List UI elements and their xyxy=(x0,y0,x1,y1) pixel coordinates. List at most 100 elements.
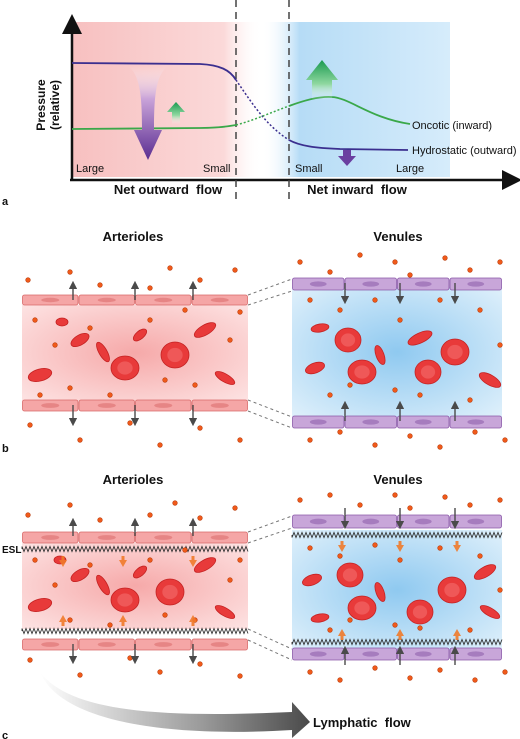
cell-nucleus xyxy=(97,297,116,303)
protein-particle xyxy=(307,545,313,551)
venule-red-blood-cells-c xyxy=(302,562,501,625)
red-blood-cell xyxy=(440,338,470,366)
endothelial-surface-layer xyxy=(21,531,503,646)
arteriole-red-blood-cells-c xyxy=(27,555,236,619)
protein-particle xyxy=(437,297,443,303)
red-blood-cell xyxy=(406,599,434,625)
red-blood-cell xyxy=(110,355,140,381)
arteriole-red-blood-cells xyxy=(27,317,236,385)
arteriole-endothelium-bottom xyxy=(22,399,248,412)
esl-flow-arrow xyxy=(59,615,67,626)
venule-red-blood-cells xyxy=(305,323,502,388)
red-blood-cell xyxy=(70,332,90,348)
size-right-large: Large xyxy=(396,163,424,175)
protein-particle xyxy=(467,502,473,508)
protein-particle xyxy=(372,665,378,671)
y-axis-sublabel: (relative) xyxy=(48,80,62,130)
protein-particle xyxy=(327,392,333,398)
panel-a-graph: Pressure (relative) Large Small Small La… xyxy=(2,0,520,208)
cell-nucleus xyxy=(309,419,327,425)
protein-particle xyxy=(67,502,73,508)
protein-particle xyxy=(197,277,203,283)
protein-particle xyxy=(442,255,448,261)
panel-letter-c: c xyxy=(2,730,8,739)
protein-particle xyxy=(497,497,503,503)
red-blood-cell xyxy=(407,330,433,346)
protein-particle xyxy=(357,252,363,258)
protein-particle xyxy=(297,259,303,265)
size-left-large: Large xyxy=(76,163,104,175)
oncotic-curve-right xyxy=(288,95,411,125)
protein-particle xyxy=(157,669,163,675)
esl-flow-arrow xyxy=(119,556,127,567)
filtration-arrows-c xyxy=(68,508,460,665)
cell-nucleus xyxy=(467,518,485,525)
red-blood-cell xyxy=(310,613,330,623)
protein-particle xyxy=(372,542,378,548)
red-blood-cell xyxy=(55,317,69,327)
protein-particle xyxy=(167,265,173,271)
protein-particle xyxy=(477,553,483,559)
venule-endothelium-bottom-c xyxy=(292,647,502,661)
panel-b-arterioles-title: Arterioles xyxy=(103,229,164,244)
protein-particle xyxy=(337,429,343,435)
protein-particle xyxy=(407,675,413,681)
esl-flow-arrow xyxy=(59,556,67,567)
protein-particle xyxy=(197,661,203,667)
protein-particle xyxy=(467,397,473,403)
protein-particle xyxy=(467,267,473,273)
protein-particle xyxy=(472,429,478,435)
red-blood-cell xyxy=(479,605,501,619)
panel-c-arterioles-title: Arterioles xyxy=(103,472,164,487)
red-blood-cell xyxy=(132,328,148,342)
red-blood-cell xyxy=(347,359,377,385)
protein-particle xyxy=(162,377,168,383)
red-blood-cell xyxy=(160,341,190,369)
protein-particle xyxy=(147,557,153,563)
red-blood-cell xyxy=(305,361,325,375)
protein-particle xyxy=(67,269,73,275)
protein-particle xyxy=(337,307,343,313)
protein-particle xyxy=(307,437,313,443)
esl-flow-arrow xyxy=(453,541,461,552)
protein-particle xyxy=(347,617,353,623)
red-blood-cell xyxy=(414,359,442,385)
cell-nucleus xyxy=(467,651,485,657)
esl-flow-arrow xyxy=(396,541,404,552)
glycocalyx-strand xyxy=(21,627,249,635)
cell-nucleus xyxy=(414,651,432,657)
protein-particle xyxy=(27,422,33,428)
panel-c-diagram: Arterioles Venules ESL Lymphatic flow c xyxy=(2,472,508,739)
red-blood-cell xyxy=(96,341,110,363)
red-blood-cell xyxy=(96,574,110,596)
red-blood-cell xyxy=(310,323,330,333)
panel-b-diagram: Arterioles Venules b xyxy=(2,229,508,455)
protein-particle xyxy=(52,342,58,348)
red-blood-cell xyxy=(27,598,53,612)
protein-particle xyxy=(52,582,58,588)
cell-nucleus xyxy=(210,403,229,408)
esl-flow-arrow xyxy=(119,615,127,626)
red-blood-cell xyxy=(473,564,497,580)
hydrostatic-curve-low xyxy=(288,139,409,151)
protein-particle xyxy=(32,557,38,563)
glycocalyx-strand xyxy=(291,638,503,646)
protein-particle xyxy=(157,442,163,448)
venule-endothelium-top xyxy=(292,277,502,291)
cell-nucleus xyxy=(362,518,380,525)
protein-particle xyxy=(27,657,33,663)
protein-particles-c xyxy=(25,492,508,683)
protein-particle xyxy=(497,259,503,265)
protein-particle xyxy=(77,672,83,678)
hydrostatic-curve xyxy=(71,62,237,81)
protein-particle xyxy=(502,437,508,443)
protein-particle xyxy=(337,553,343,559)
esl-flow-arrow xyxy=(189,556,197,567)
esl-flow-arrow xyxy=(396,629,404,640)
protein-particle xyxy=(127,655,133,661)
oncotic-label: Oncotic (inward) xyxy=(412,120,492,132)
protein-particle xyxy=(327,492,333,498)
venule-endothelium-top-c xyxy=(292,514,502,529)
protein-particle xyxy=(417,625,423,631)
